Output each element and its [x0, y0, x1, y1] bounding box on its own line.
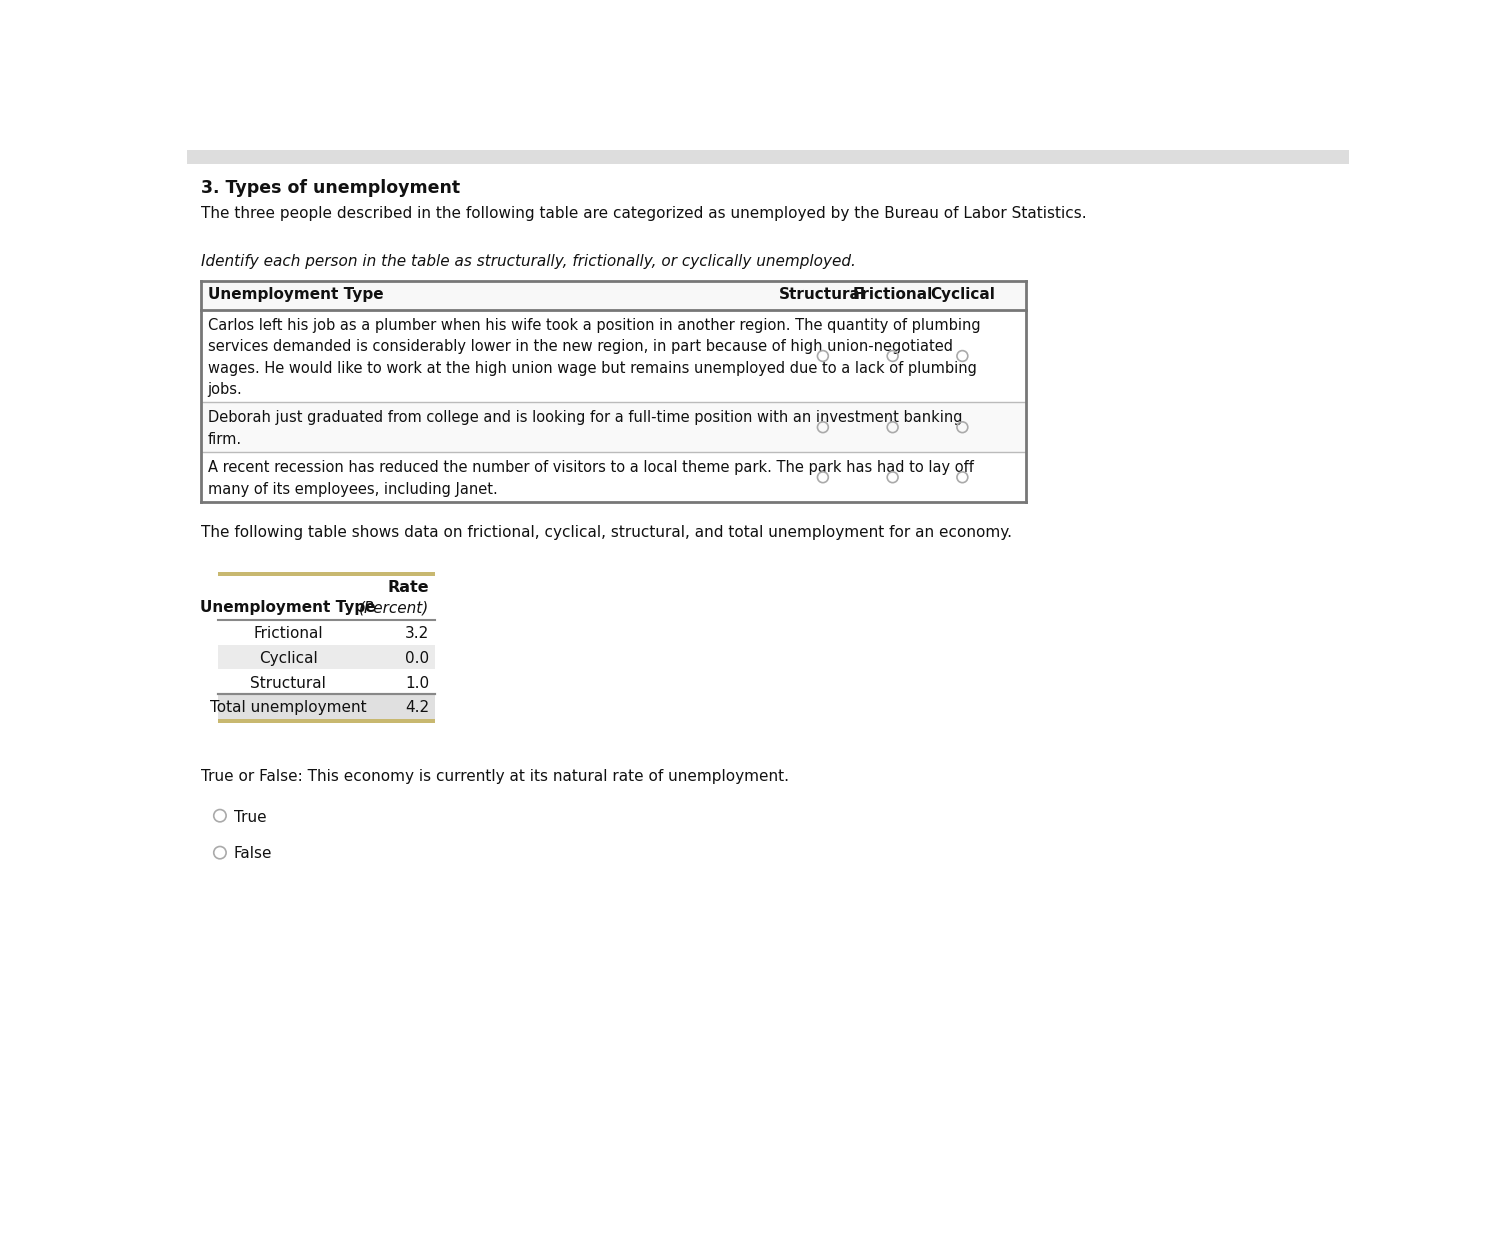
Text: Unemployment Type: Unemployment Type [201, 600, 376, 615]
Text: The following table shows data on frictional, cyclical, structural, and total un: The following table shows data on fricti… [201, 525, 1012, 540]
Text: Structural: Structural [779, 288, 866, 303]
Text: Cyclical: Cyclical [259, 651, 318, 666]
Bar [219, 695, 435, 718]
Text: True or False: This economy is currently at its natural rate of unemployment.: True or False: This economy is currently… [201, 769, 790, 784]
Text: False: False [234, 847, 273, 862]
Bar [201, 281, 1025, 309]
Text: Deborah just graduated from college and is looking for a full-time position with: Deborah just graduated from college and … [207, 410, 962, 446]
Text: Frictional: Frictional [853, 288, 932, 303]
Text: Rate: Rate [388, 580, 429, 595]
Bar [219, 645, 435, 670]
Text: Carlos left his job as a plumber when his wife took a position in another region: Carlos left his job as a plumber when hi… [207, 318, 980, 398]
Bar [219, 571, 435, 576]
Text: (Percent): (Percent) [358, 600, 429, 615]
Text: The three people described in the following table are categorized as unemployed : The three people described in the follow… [201, 206, 1087, 221]
Text: Frictional: Frictional [253, 626, 322, 641]
Text: 3. Types of unemployment: 3. Types of unemployment [201, 178, 460, 197]
Bar [219, 620, 435, 645]
Text: 1.0: 1.0 [405, 676, 429, 691]
Text: 0.0: 0.0 [405, 651, 429, 666]
Text: Identify each person in the table as structurally, frictionally, or cyclically u: Identify each person in the table as str… [201, 253, 856, 268]
Bar [201, 403, 1025, 453]
Text: 4.2: 4.2 [405, 700, 429, 716]
Bar [219, 670, 435, 695]
Text: A recent recession has reduced the number of visitors to a local theme park. The: A recent recession has reduced the numbe… [207, 460, 973, 496]
Text: Cyclical: Cyclical [929, 288, 995, 303]
Bar [219, 718, 435, 723]
Text: 3.2: 3.2 [405, 626, 429, 641]
Bar [201, 453, 1025, 503]
Text: Total unemployment: Total unemployment [210, 700, 366, 716]
Text: Unemployment Type: Unemployment Type [207, 288, 384, 303]
Bar [187, 150, 1349, 163]
Text: Structural: Structural [250, 676, 327, 691]
Bar [201, 309, 1025, 403]
Text: True: True [234, 809, 267, 824]
